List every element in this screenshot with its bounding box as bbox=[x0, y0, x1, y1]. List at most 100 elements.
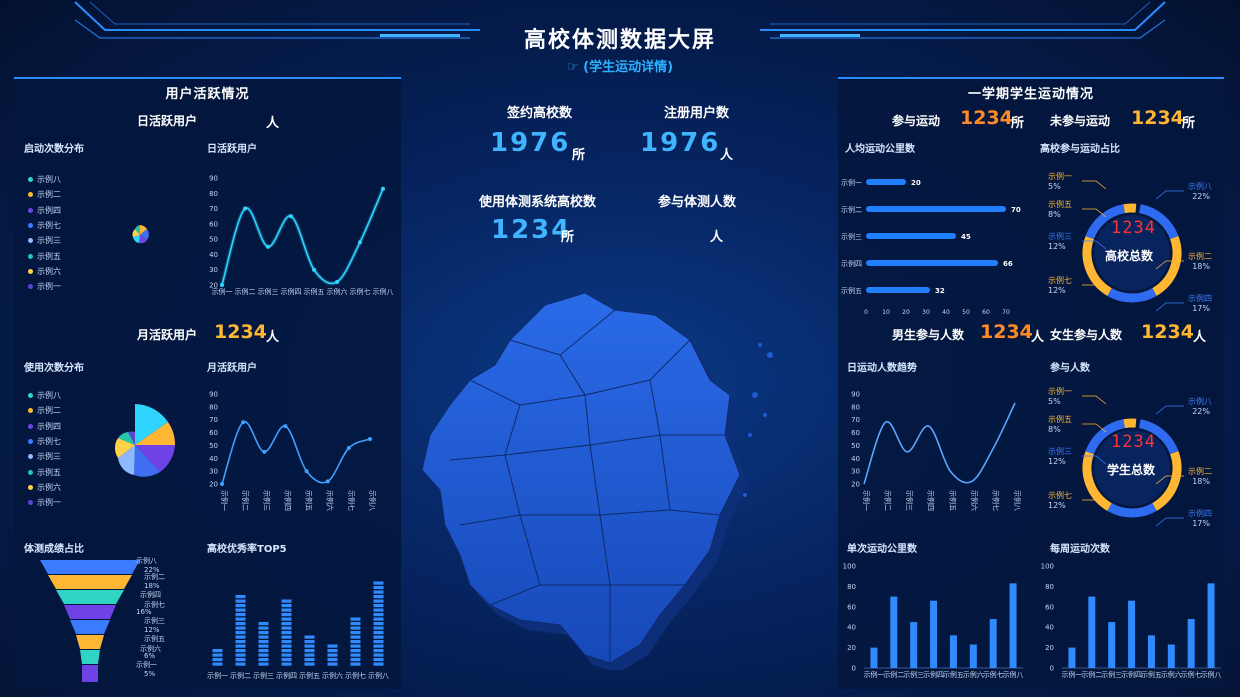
bar-segment bbox=[281, 626, 292, 630]
legend-item[interactable]: 示例一 bbox=[28, 279, 61, 294]
bar-segment bbox=[235, 595, 246, 599]
header-frame bbox=[74, 1, 1166, 39]
x-tick-label: 示例一 bbox=[212, 287, 233, 296]
legend-label: 示例八 bbox=[37, 391, 61, 401]
x-tick-label: 示例七 bbox=[991, 490, 1000, 511]
launch-dist-legend: 示例八 示例二 示例四 示例七 示例三示例五示例六 示例一 bbox=[28, 172, 61, 294]
student-detail-link[interactable]: ☞ (学生运动详情) bbox=[0, 56, 1240, 75]
bar-segment bbox=[350, 622, 361, 626]
legend-item[interactable]: 示例三 bbox=[28, 449, 61, 464]
x-tick-label: 示例八 bbox=[368, 490, 377, 511]
legend-item[interactable]: 示例二 bbox=[28, 403, 61, 418]
bar bbox=[1207, 583, 1215, 668]
bar bbox=[870, 647, 878, 668]
legend-label: 示例四 bbox=[37, 421, 61, 431]
slice-leader-line bbox=[1155, 405, 1184, 415]
legend-item[interactable]: 示例六 bbox=[28, 264, 61, 279]
y-tick-label: 30 bbox=[851, 468, 860, 476]
bar-segment bbox=[281, 640, 292, 644]
bar-segment bbox=[373, 622, 384, 626]
bar-segment bbox=[212, 653, 223, 657]
x-tick-label: 示例四 bbox=[923, 670, 944, 679]
bar-segment bbox=[212, 658, 223, 662]
legend-item[interactable]: 示例五 bbox=[28, 464, 61, 479]
legend-item[interactable]: 示例七 bbox=[28, 434, 61, 449]
data-label: 66 bbox=[1003, 260, 1013, 268]
weekly-title: 每周运动次数 bbox=[1050, 544, 1110, 555]
bar-segment bbox=[304, 658, 315, 662]
legend-label: 示例五 bbox=[37, 251, 61, 261]
y-tick-label: 40 bbox=[209, 455, 218, 463]
bar-segment bbox=[281, 662, 292, 666]
donut-segment bbox=[1123, 418, 1137, 429]
bar-segment bbox=[327, 662, 338, 666]
y-tick-label: 20 bbox=[847, 644, 856, 652]
bar-segment bbox=[304, 640, 315, 644]
legend-item[interactable]: 示例四 bbox=[28, 203, 61, 218]
bar-segment bbox=[350, 640, 361, 644]
monthly-active-label: 月活跃用户 bbox=[137, 328, 198, 342]
data-point bbox=[241, 420, 246, 425]
legend-item[interactable]: 示例八 bbox=[28, 172, 61, 187]
x-tick-label: 示例四 bbox=[1121, 670, 1142, 679]
bar-segment bbox=[373, 662, 384, 666]
x-tick-label: 60 bbox=[982, 309, 990, 316]
donut-segment bbox=[1123, 203, 1137, 214]
data-point bbox=[325, 479, 330, 484]
legend-item[interactable]: 示例四 bbox=[28, 419, 61, 434]
legend-item[interactable]: 示例三 bbox=[28, 233, 61, 248]
legend-dot bbox=[28, 253, 33, 259]
y-tick-label: 40 bbox=[847, 624, 856, 632]
bar-segment bbox=[258, 662, 269, 666]
bar-segment bbox=[258, 649, 269, 653]
x-tick-label: 示例五 bbox=[948, 490, 957, 511]
bar-segment bbox=[350, 635, 361, 639]
bar bbox=[281, 599, 292, 666]
subtitle-text: (学生运动详情) bbox=[583, 60, 674, 75]
y-tick-label: 示例一 bbox=[841, 178, 862, 187]
funnel-label: 示例六 bbox=[140, 645, 161, 653]
x-tick-label: 示例六 bbox=[970, 490, 979, 511]
x-tick-label: 示例二 bbox=[241, 490, 250, 511]
legend-item[interactable]: 示例五 bbox=[28, 248, 61, 263]
bar-segment bbox=[281, 599, 292, 603]
slice-percent: 12% bbox=[1048, 286, 1066, 295]
bar-segment bbox=[304, 644, 315, 648]
bar-segment bbox=[235, 608, 246, 612]
bar bbox=[304, 635, 315, 666]
bar-segment bbox=[327, 649, 338, 653]
funnel-label: 12% bbox=[144, 626, 160, 634]
x-tick-label: 示例六 bbox=[326, 490, 335, 511]
data-point bbox=[220, 283, 224, 287]
bar-segment bbox=[235, 658, 246, 662]
x-tick-label: 示例四 bbox=[276, 671, 297, 680]
donut-center bbox=[1094, 430, 1170, 506]
slice-leader-line bbox=[1082, 180, 1107, 190]
slice-percent: 8% bbox=[1048, 425, 1061, 434]
legend-item[interactable]: 示例八 bbox=[28, 388, 61, 403]
x-tick-label: 示例一 bbox=[207, 671, 228, 680]
province-map[interactable] bbox=[410, 285, 830, 670]
y-tick-label: 60 bbox=[851, 429, 860, 437]
bar-segment bbox=[235, 644, 246, 648]
page-title: 高校体测数据大屏 bbox=[523, 28, 716, 53]
data-point bbox=[283, 424, 288, 429]
legend-item[interactable]: 示例七 bbox=[28, 218, 61, 233]
people-title: 参与人数 bbox=[1050, 363, 1090, 374]
bar-segment bbox=[350, 626, 361, 630]
bar-segment bbox=[373, 644, 384, 648]
signed-label: 签约高校数 bbox=[507, 106, 573, 121]
bar-segment bbox=[235, 626, 246, 630]
x-tick-label: 示例三 bbox=[1101, 670, 1122, 679]
bar-segment bbox=[235, 599, 246, 603]
legend-item[interactable]: 示例六 bbox=[28, 480, 61, 495]
legend-item[interactable]: 示例二 bbox=[28, 187, 61, 202]
legend-dot bbox=[28, 177, 33, 183]
bar-segment bbox=[373, 613, 384, 617]
slice-percent: 17% bbox=[1192, 519, 1210, 528]
ratio-center-number: 1234 bbox=[1111, 218, 1156, 238]
bar bbox=[1088, 596, 1096, 668]
legend-item[interactable]: 示例一 bbox=[28, 495, 61, 510]
ratio-title: 高校参与运动占比 bbox=[1040, 144, 1120, 155]
y-tick-label: 60 bbox=[209, 220, 218, 228]
